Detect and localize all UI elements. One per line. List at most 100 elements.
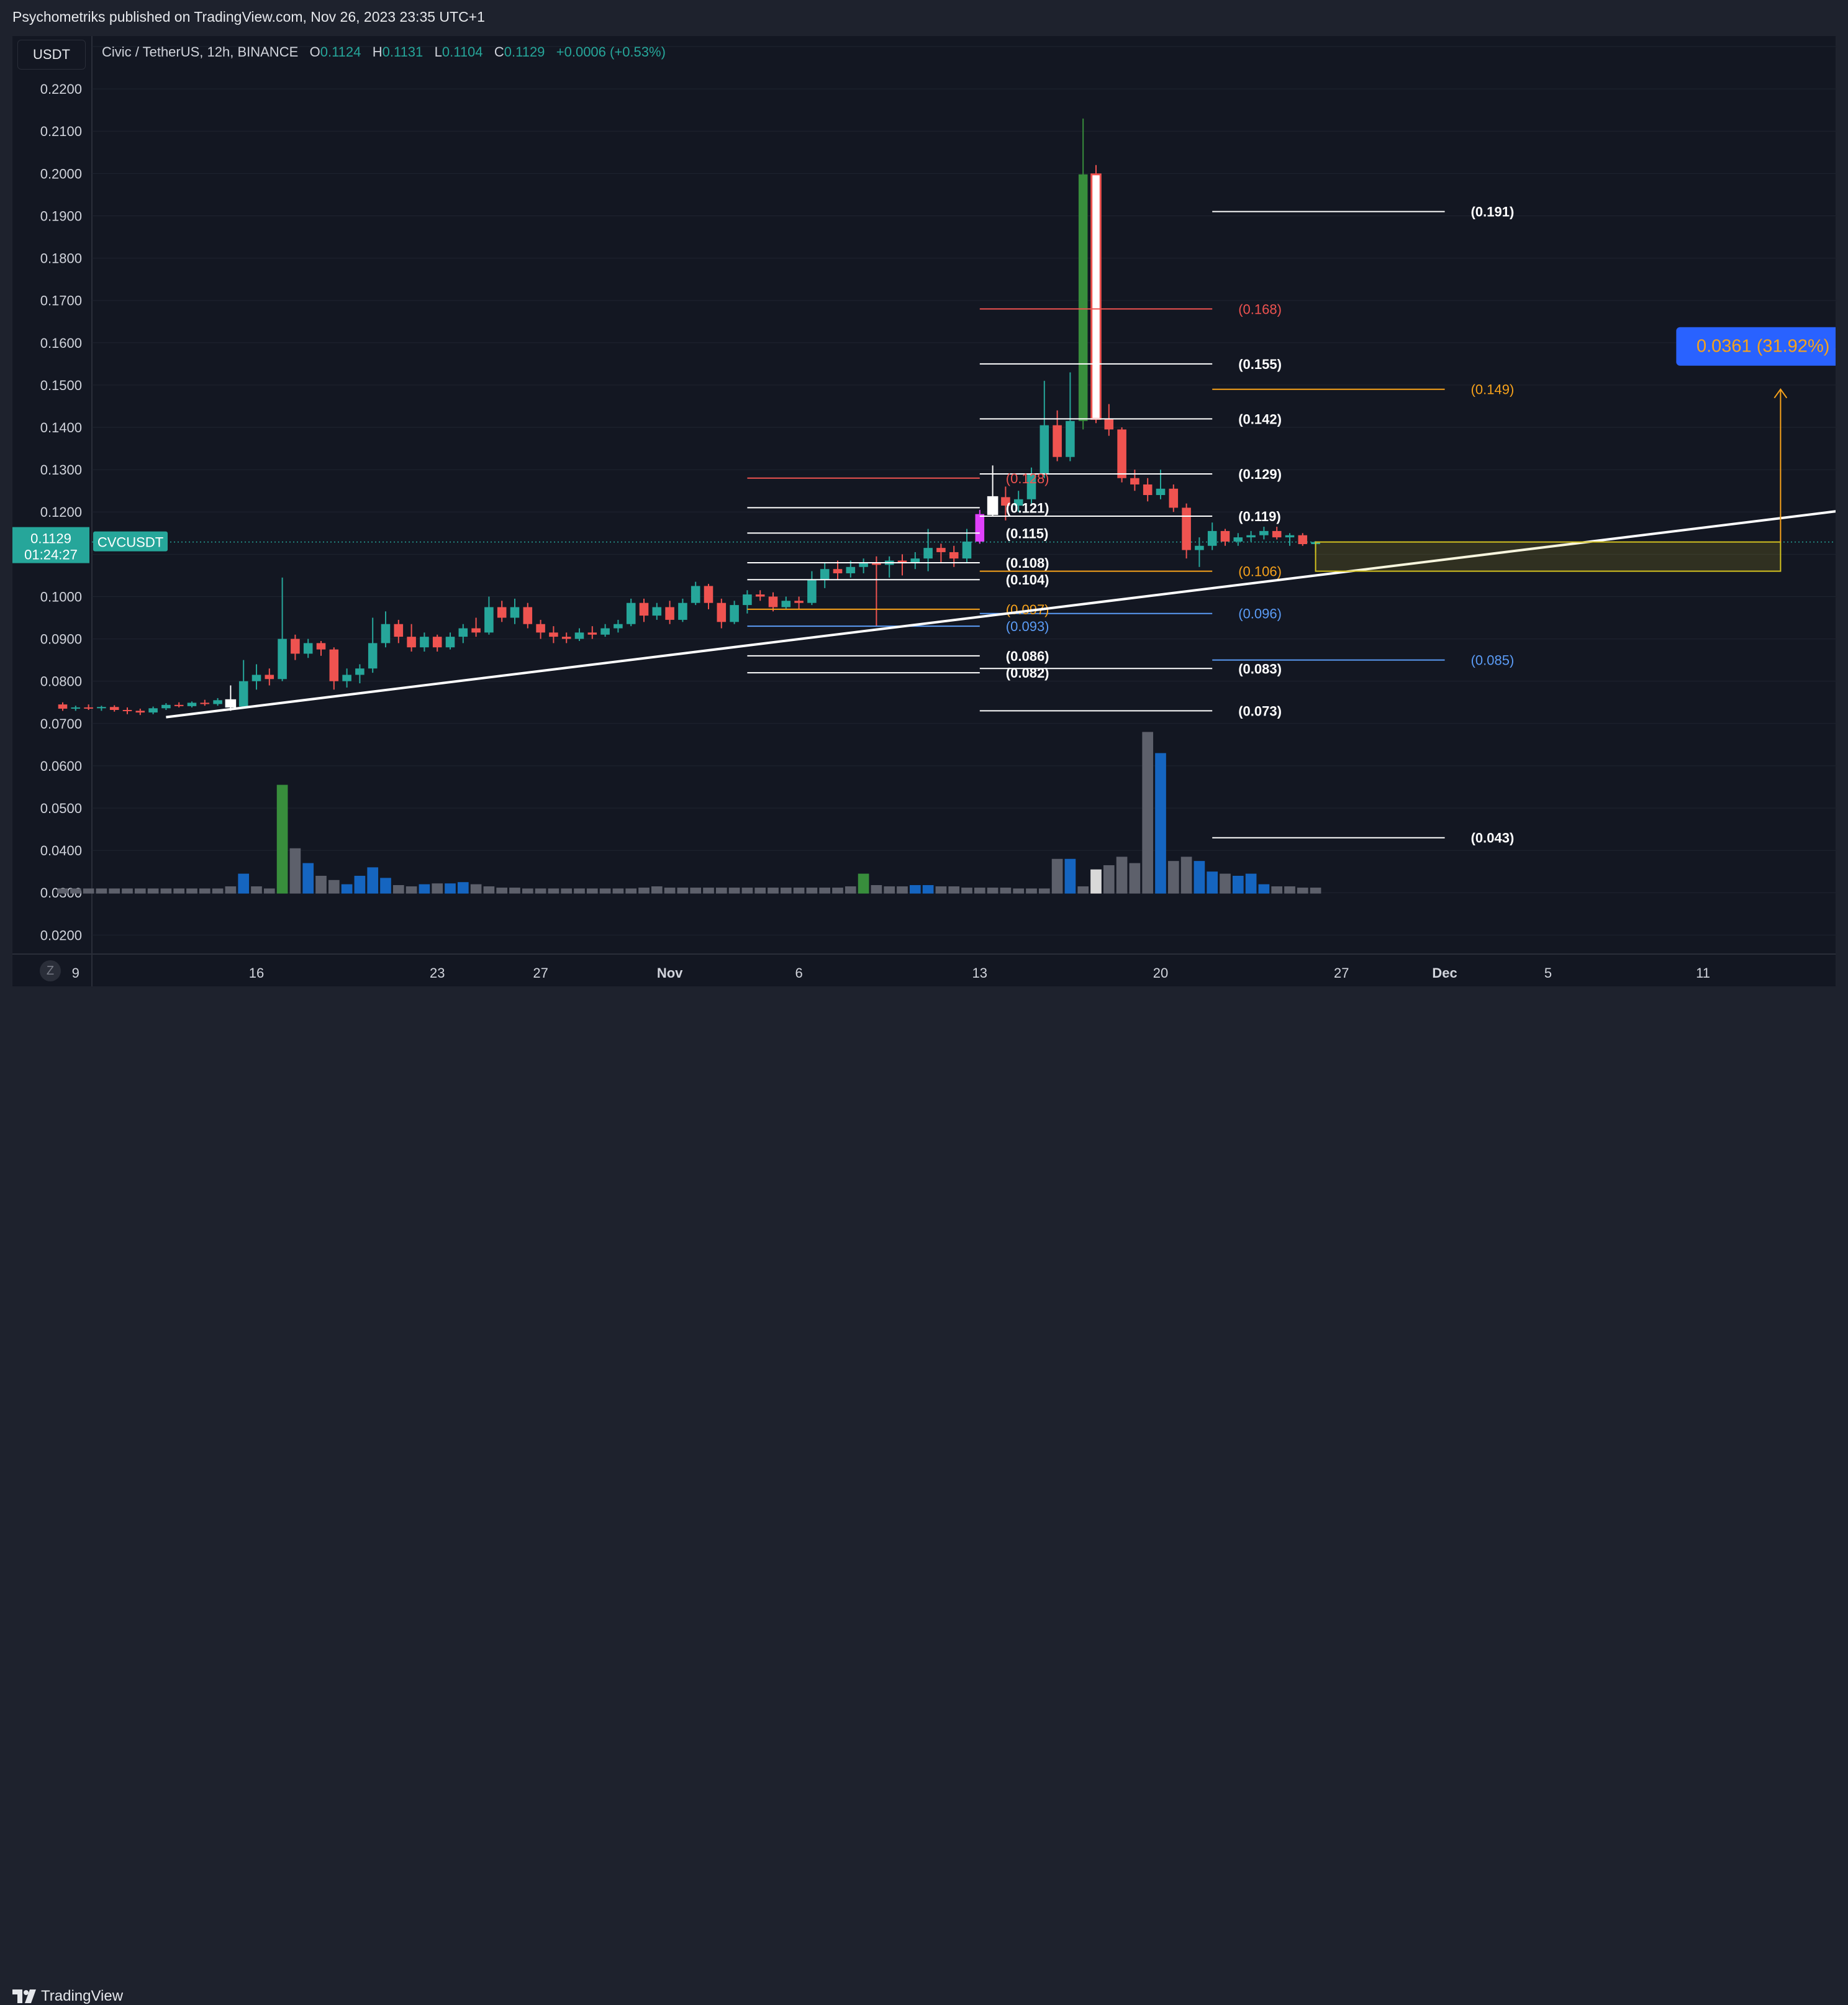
volume-bar: [212, 888, 224, 894]
volume-bar: [768, 888, 779, 894]
candle-body: [84, 707, 93, 709]
x-tick-label: 27: [1334, 965, 1349, 981]
candle-body: [1233, 537, 1243, 542]
candle-body: [303, 643, 313, 654]
candle-body: [342, 675, 351, 681]
volume-bar: [1245, 873, 1257, 894]
volume-bar: [457, 882, 469, 894]
candle-body: [897, 560, 907, 563]
last-price-value: 0.1129: [30, 531, 71, 547]
symbol-legend: Civic / TetherUS, 12h, BINANCE O0.1124 H…: [102, 44, 666, 60]
candle-body: [614, 624, 623, 629]
tradingview-icon: [12, 1989, 36, 2003]
volume-bar: [1310, 888, 1321, 894]
candle-body: [497, 607, 507, 618]
y-tick-label: 0.0400: [40, 843, 82, 858]
candle-body: [743, 594, 752, 606]
level-label: (0.093): [1006, 619, 1049, 634]
candle-body: [484, 607, 494, 633]
volume-bar: [819, 888, 831, 894]
chart-area[interactable]: 0.23000.22000.21000.20000.19000.18000.17…: [12, 36, 1836, 986]
x-tick-label: 27: [533, 965, 548, 981]
candle-body: [1001, 497, 1010, 506]
volume-bar: [483, 886, 495, 894]
candle-body: [1246, 535, 1256, 538]
symbol-title[interactable]: Civic / TetherUS, 12h, BINANCE: [102, 44, 299, 60]
volume-bar: [858, 873, 869, 894]
candle-body: [768, 596, 778, 607]
change-value: +0.0006 (+0.53%): [556, 44, 666, 60]
candle-body: [730, 605, 739, 622]
candle-body: [587, 632, 597, 635]
volume-bar: [509, 888, 520, 894]
volume-bar: [651, 886, 663, 894]
x-tick-label: 23: [430, 965, 445, 981]
volume-bar: [109, 888, 120, 894]
volume-bar: [1051, 858, 1063, 894]
volume-bar: [909, 884, 921, 894]
volume-bar: [832, 888, 843, 894]
tradingview-logo[interactable]: TradingView: [12, 1988, 123, 2005]
candle-body: [691, 586, 700, 603]
y-tick-label: 0.0600: [40, 758, 82, 774]
volume-bar: [263, 888, 275, 894]
volume-bar: [780, 888, 792, 894]
candle-body: [1298, 535, 1308, 545]
volume-bar: [186, 888, 197, 894]
volume-bar: [160, 888, 172, 894]
volume-bar: [741, 888, 753, 894]
candle-body: [291, 639, 300, 654]
volume-bar: [1103, 865, 1115, 894]
close-label: C: [494, 44, 504, 60]
currency-selector-button[interactable]: USDT: [17, 40, 86, 70]
y-tick-label: 0.1200: [40, 504, 82, 520]
volume-bar: [432, 883, 443, 894]
trendline[interactable]: [166, 502, 1836, 719]
candle-body: [1143, 484, 1153, 495]
volume-bar: [122, 888, 133, 894]
volume-bar: [845, 886, 856, 894]
candle-body: [665, 607, 674, 620]
volume-bar: [225, 886, 237, 894]
volume-bar: [935, 886, 947, 894]
volume-bar: [289, 848, 301, 894]
published-by-text: Psychometriks published on TradingView.c…: [12, 9, 485, 25]
candle-body: [109, 707, 119, 711]
volume-bar: [612, 888, 624, 894]
candle-body: [1220, 530, 1230, 542]
volume-bar: [1000, 888, 1012, 894]
volume-bar: [199, 888, 211, 894]
candle-body: [471, 628, 481, 633]
candle-body: [161, 704, 171, 709]
candle-body: [1117, 429, 1126, 478]
level-label: (0.168): [1238, 301, 1282, 317]
y-tick-label: 0.1600: [40, 335, 82, 351]
candle-body: [859, 562, 868, 567]
high-value: 0.1131: [382, 44, 424, 60]
volume-bar: [70, 888, 81, 894]
candle-body: [936, 548, 946, 552]
volume-bar: [987, 888, 999, 894]
measure-box[interactable]: [1315, 541, 1782, 572]
candle-body: [368, 643, 378, 669]
candle-body: [652, 607, 662, 616]
candle-body: [1013, 499, 1023, 506]
zoom-z-button[interactable]: Z: [40, 960, 61, 981]
candle-body: [1053, 425, 1062, 457]
volume-bar: [728, 888, 740, 894]
open-value: 0.1124: [320, 44, 361, 60]
measure-label-box: [1676, 327, 1836, 366]
y-tick-label: 0.2100: [40, 124, 82, 139]
candle-body: [1156, 488, 1166, 495]
high-label: H: [372, 44, 383, 60]
candle-body: [549, 632, 558, 637]
candle-body: [872, 562, 881, 565]
last-price-countdown: 01:24:27: [24, 547, 78, 563]
level-label: (0.083): [1238, 661, 1282, 676]
volume-bar: [1220, 873, 1231, 894]
volume-bar: [380, 878, 391, 894]
candle-body: [278, 639, 287, 680]
candle-body: [846, 566, 856, 574]
candle-body: [561, 637, 571, 639]
price-chart[interactable]: 0.23000.22000.21000.20000.19000.18000.17…: [12, 36, 1836, 986]
